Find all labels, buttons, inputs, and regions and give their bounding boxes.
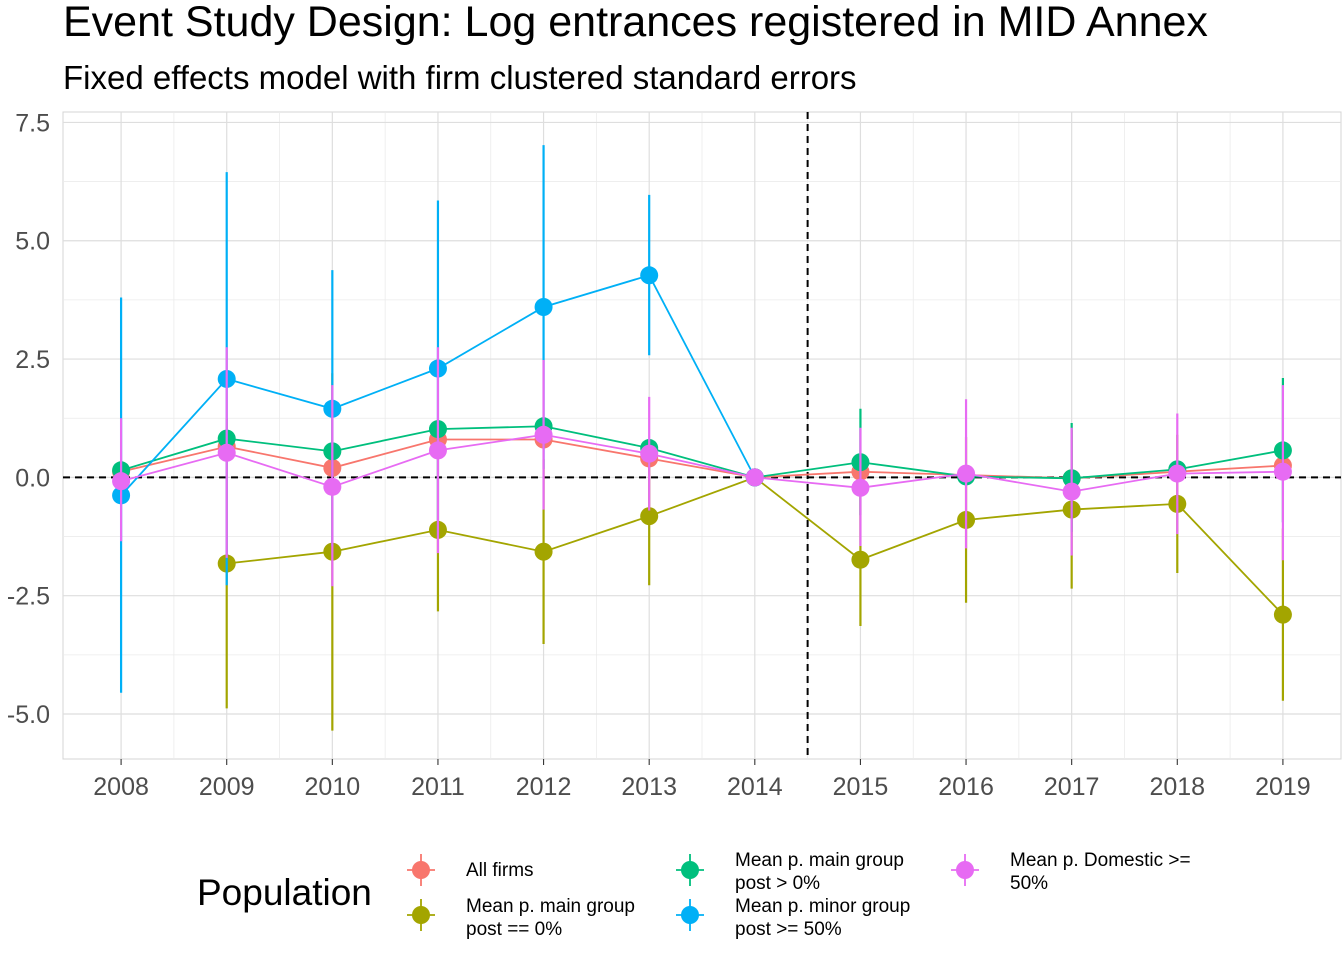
y-tick-label: 5.0 xyxy=(15,228,50,256)
x-tick-label: 2013 xyxy=(621,773,677,801)
legend-label: Mean p. minor group xyxy=(735,896,910,917)
data-point xyxy=(851,478,870,497)
series-line xyxy=(120,433,1283,493)
legend-label: Mean p. Domestic >= xyxy=(1010,850,1191,871)
legend-label: Mean p. main group xyxy=(735,850,904,871)
data-point xyxy=(1168,464,1187,483)
data-point xyxy=(534,297,553,316)
reference-lines xyxy=(63,112,1341,759)
x-tick-label: 2008 xyxy=(93,773,149,801)
y-tick-label: 0.0 xyxy=(15,464,50,492)
data-point xyxy=(1273,462,1292,481)
legend-key-point xyxy=(412,906,430,924)
x-tick-label: 2009 xyxy=(199,773,255,801)
legend-label: Mean p. main group xyxy=(466,896,635,917)
data-point xyxy=(323,477,342,496)
series-line xyxy=(120,425,1284,480)
x-tick-label: 2011 xyxy=(411,773,465,801)
series-layer xyxy=(112,145,1292,731)
data-point xyxy=(217,443,236,462)
data-point xyxy=(957,464,976,483)
legend-item-4: Mean p. Domestic >=50% xyxy=(951,850,1191,894)
legend-key-point xyxy=(681,861,699,879)
x-tick-label: 2017 xyxy=(1044,773,1100,801)
x-tick-label: 2012 xyxy=(516,773,572,801)
legend-label: All firms xyxy=(466,860,534,881)
series-4 xyxy=(112,347,1292,587)
legend-title: Population xyxy=(197,872,372,913)
plot-panel xyxy=(62,111,1342,760)
legend-key-point xyxy=(412,861,430,879)
data-point xyxy=(428,441,447,460)
x-tick-label: 2018 xyxy=(1149,773,1205,801)
legend-key-point xyxy=(956,861,974,879)
data-point xyxy=(640,266,659,285)
data-point xyxy=(745,468,764,487)
y-tick-label: 7.5 xyxy=(15,109,50,137)
data-point xyxy=(851,550,870,569)
x-tick-label: 2016 xyxy=(938,773,994,801)
legend-label: post >= 50% xyxy=(735,919,842,940)
data-point xyxy=(534,425,553,444)
data-point xyxy=(640,507,659,526)
chart-subtitle: Fixed effects model with firm clustered … xyxy=(63,59,857,96)
x-axis: 2008 2009 2010 2011 2012 2013 2014 2015 2016 2017… xyxy=(93,759,1311,801)
x-tick-label: 2015 xyxy=(833,773,889,801)
legend-label: post > 0% xyxy=(735,873,820,894)
data-point xyxy=(1062,482,1081,501)
y-tick-label: 2.5 xyxy=(15,346,50,374)
data-point xyxy=(1273,605,1292,624)
y-tick-label: -2.5 xyxy=(7,583,50,611)
x-tick-label: 2010 xyxy=(305,773,361,801)
y-axis: -5.0 -2.5 0.0 2.5 5.0 7.5 xyxy=(7,109,50,729)
legend-item-0: All firms xyxy=(407,854,534,886)
x-tick-label: 2014 xyxy=(727,773,783,801)
legend-label: 50% xyxy=(1010,873,1048,894)
data-point xyxy=(640,444,659,463)
chart-title: Event Study Design: Log entrances regist… xyxy=(63,0,1208,46)
y-tick-label: -5.0 xyxy=(7,701,50,729)
legend-key-point xyxy=(681,906,699,924)
data-point xyxy=(534,542,553,561)
data-point xyxy=(112,472,131,491)
legend-label: post == 0% xyxy=(466,919,562,940)
x-tick-label: 2019 xyxy=(1255,773,1311,801)
